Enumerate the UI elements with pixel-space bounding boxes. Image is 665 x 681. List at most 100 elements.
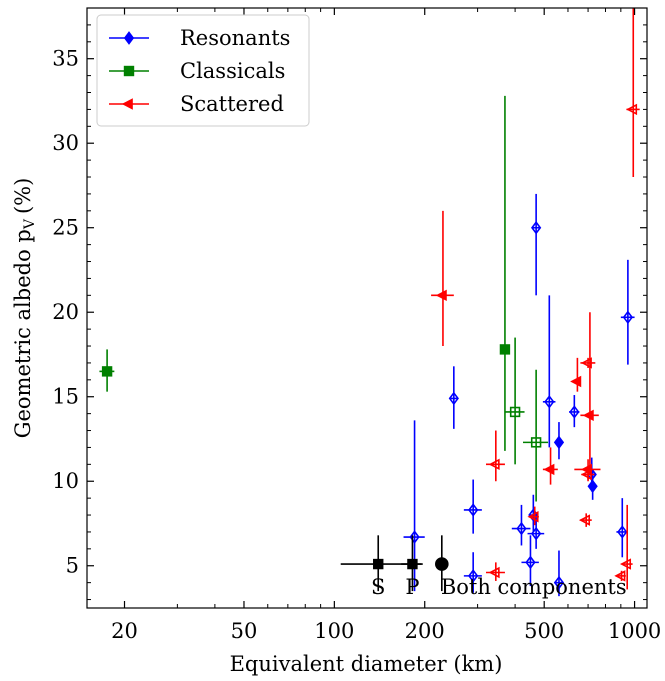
y-tick-label: 15 — [52, 385, 79, 409]
y-tick-label: 35 — [52, 47, 79, 71]
point-marker — [531, 220, 542, 235]
resonants-point-11 — [553, 550, 565, 597]
point-marker — [544, 394, 555, 409]
y-tick-label: 30 — [52, 131, 79, 155]
resonants-point-14 — [587, 471, 598, 500]
point-marker — [614, 570, 626, 582]
resonants-point-15 — [616, 498, 628, 558]
point-marker — [468, 503, 479, 517]
x-tick-label: 50 — [231, 619, 258, 643]
resonants-point-0 — [448, 366, 459, 429]
scattered-point-0 — [431, 210, 454, 347]
scattered-point-6 — [580, 357, 596, 369]
legend-entry-classicals: Classicals — [109, 59, 285, 83]
scattered-point-3 — [527, 506, 539, 526]
legend-label: Resonants — [180, 26, 290, 50]
x-tick-label: 500 — [524, 619, 564, 643]
point-marker — [587, 479, 598, 494]
resonants-point-3 — [463, 552, 482, 593]
special-point-1 — [401, 535, 423, 592]
point-annotation-2: Both components — [441, 575, 627, 599]
point-marker — [626, 103, 638, 116]
scattered-point-11 — [614, 570, 626, 582]
legend-marker — [123, 65, 135, 77]
y-tick-label: 20 — [52, 300, 79, 324]
point-marker — [409, 530, 420, 544]
resonants-point-2 — [463, 479, 482, 534]
scattered-point-13 — [626, 8, 640, 178]
x-tick-label: 1000 — [608, 619, 661, 643]
legend-entry-scattered: Scattered — [109, 92, 284, 116]
point-marker — [580, 468, 592, 481]
classicals-point-2 — [504, 337, 525, 465]
classicals-point-0 — [99, 349, 115, 392]
scattered-point-4 — [542, 447, 558, 485]
point-marker — [543, 463, 555, 476]
point-marker — [530, 437, 542, 448]
point-annotation-0: S — [371, 575, 385, 599]
point-marker — [435, 289, 447, 302]
y-tick-label: 5 — [66, 554, 79, 578]
y-tick-label: 25 — [52, 216, 79, 240]
point-marker — [101, 366, 113, 377]
scattered-point-2 — [486, 562, 505, 581]
scattered-point-9 — [580, 467, 595, 482]
point-marker — [407, 558, 418, 570]
x-axis-label: Equivalent diameter (km) — [230, 652, 503, 676]
point-marker — [582, 409, 594, 422]
y-axis-label-subscript: V — [22, 218, 38, 230]
scattered-point-5 — [570, 357, 582, 392]
point-marker — [499, 344, 511, 355]
point-marker — [509, 406, 521, 418]
scattered-point-7 — [580, 312, 599, 472]
y-axis-label: Geometric albedo pV (%) — [11, 178, 38, 439]
x-tick-label: 100 — [314, 619, 354, 643]
point-marker — [468, 569, 479, 583]
resonants-point-10 — [553, 422, 565, 460]
scattered-point-1 — [486, 430, 505, 482]
point-marker — [553, 435, 565, 450]
resonants-point-8 — [531, 193, 542, 296]
point-marker — [570, 375, 582, 388]
point-marker — [525, 555, 536, 570]
scattered-point-12 — [619, 504, 633, 590]
legend: Resonants Classicals Scattered — [96, 14, 310, 127]
point-marker — [569, 405, 580, 419]
resonants-point-6 — [521, 535, 539, 587]
legend-marker — [121, 98, 133, 110]
legend-label: Classicals — [180, 59, 285, 83]
point-marker — [580, 357, 592, 369]
x-tick-label: 20 — [111, 619, 138, 643]
legend-box — [96, 14, 310, 127]
resonants-point-9 — [542, 295, 556, 448]
point-annotation-1: P — [405, 575, 419, 599]
resonants-point-12 — [569, 395, 580, 428]
x-tick-label: 200 — [405, 619, 445, 643]
point-marker — [619, 558, 632, 570]
plot-border — [86, 7, 648, 609]
point-marker — [516, 521, 527, 536]
point-marker — [373, 558, 384, 570]
legend-entry-resonants: Resonants — [109, 26, 290, 50]
special-point-2 — [435, 535, 449, 592]
point-marker — [527, 511, 539, 523]
axis-ticks: 20 50 100 200 500 1000 5 10 15 20 25 30 35 — [52, 8, 661, 643]
point-marker — [488, 566, 500, 579]
point-marker — [578, 514, 591, 526]
point-marker — [617, 525, 628, 539]
point-marker — [488, 458, 500, 471]
resonants-point-16 — [620, 259, 635, 365]
classicals-point-3 — [523, 369, 549, 502]
point-marker — [435, 557, 449, 571]
y-axis-label-main: Geometric albedo p — [11, 229, 35, 438]
scattered-point-10 — [578, 513, 592, 527]
legend-label: Scattered — [180, 92, 284, 116]
plot-frame — [86, 7, 648, 609]
y-axis-label-unit: (%) — [11, 178, 35, 214]
point-marker — [622, 310, 634, 325]
resonants-point-4 — [511, 504, 531, 546]
classicals-point-1 — [499, 95, 511, 451]
point-marker — [553, 575, 565, 590]
point-marker — [448, 391, 459, 406]
